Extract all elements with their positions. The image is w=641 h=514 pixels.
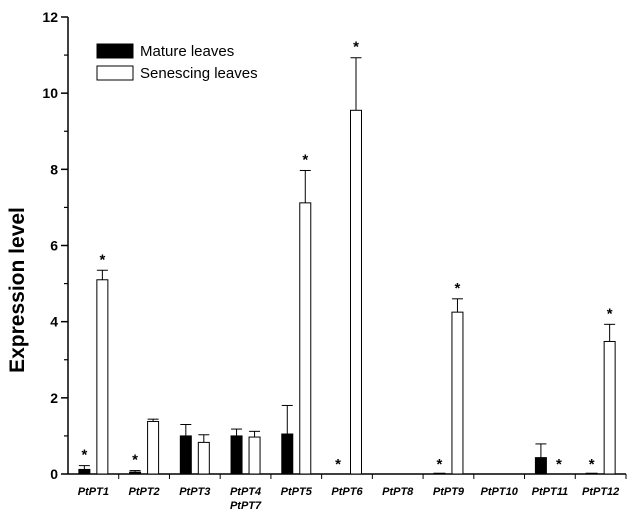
bar-mature <box>129 471 142 475</box>
error-bars <box>78 57 616 473</box>
bar-senescing <box>248 436 261 475</box>
bar-senescing <box>603 340 616 475</box>
x-category-label: PtPT11 <box>532 486 568 498</box>
y-axis-ticks: 0 2 4 6 8 10 12 <box>42 9 68 482</box>
x-category-label: PtPT10 <box>481 486 519 498</box>
bar-mature <box>78 468 91 475</box>
significance-star: * <box>556 456 562 473</box>
x-category-label: PtPT8 <box>382 486 414 498</box>
y-tick-label: 8 <box>50 161 58 177</box>
significance-star: * <box>132 452 138 469</box>
significance-star: * <box>353 39 359 56</box>
y-tick-label: 12 <box>42 9 58 25</box>
x-category-label: PtPT6 <box>331 486 363 498</box>
legend-label-senescing: Senescing leaves <box>140 65 258 82</box>
bar-mature <box>585 472 598 475</box>
x-category-label: PtPT12 <box>582 486 619 498</box>
legend-swatch-mature <box>96 43 134 59</box>
x-category-label: PtPT1 <box>78 486 109 498</box>
x-axis-category-labels: PtPT1 PtPT2 PtPT3 PtPT4 PtPT7 PtPT5 PtPT6 PtPT8… <box>78 474 627 512</box>
significance-star: * <box>589 456 595 473</box>
y-tick-label: 0 <box>50 466 58 482</box>
bar-senescing <box>96 279 109 475</box>
bar-senescing <box>147 420 160 475</box>
bars <box>78 109 616 475</box>
x-category-label: PtPT3 <box>179 486 210 498</box>
bar-mature <box>534 457 547 475</box>
legend-label-mature: Mature leaves <box>140 43 234 60</box>
bar-mature <box>433 472 446 475</box>
y-tick-label: 10 <box>42 85 58 101</box>
bar-mature <box>230 435 243 475</box>
x-category-label: PtPT9 <box>433 486 465 498</box>
bar-senescing <box>197 441 210 475</box>
significance-star: * <box>607 305 613 322</box>
legend-swatch-senescing <box>96 65 134 81</box>
x-category-label: PtPT2 <box>128 486 159 498</box>
y-tick-label: 4 <box>50 314 58 330</box>
bar-senescing <box>350 109 362 475</box>
bar-mature <box>281 433 294 475</box>
y-tick-label: 2 <box>50 390 58 406</box>
significance-markers: * * * * * * * * * * * <box>81 39 612 473</box>
bar-senescing <box>299 202 312 475</box>
significance-star: * <box>437 456 443 473</box>
x-category-label: PtPT4 <box>230 486 261 498</box>
legend: Mature leaves Senescing leaves <box>96 43 258 82</box>
y-axis-label: Expression level <box>6 207 29 373</box>
significance-star: * <box>335 456 341 473</box>
y-tick-label: 6 <box>50 238 58 254</box>
significance-star: * <box>81 447 87 464</box>
bar-mature <box>179 435 192 475</box>
axes <box>67 17 626 475</box>
significance-star: * <box>99 251 105 268</box>
significance-star: * <box>302 151 308 168</box>
x-category-label: PtPT7 <box>230 500 262 512</box>
significance-star: * <box>455 280 461 297</box>
x-category-label: PtPT5 <box>281 486 313 498</box>
bar-senescing <box>451 311 464 475</box>
